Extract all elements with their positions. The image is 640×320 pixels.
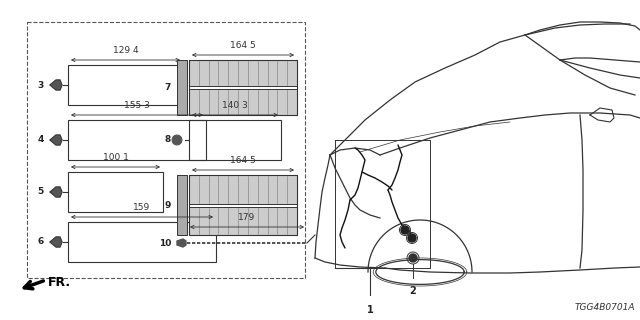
Text: 4: 4 — [38, 135, 44, 145]
Bar — [177, 175, 187, 235]
Circle shape — [409, 254, 417, 262]
Text: 155 3: 155 3 — [124, 101, 150, 110]
Text: 159: 159 — [133, 203, 150, 212]
Bar — [189, 60, 297, 86]
Text: 3: 3 — [38, 81, 44, 90]
Polygon shape — [50, 187, 62, 197]
Bar — [189, 175, 297, 204]
Text: 8: 8 — [164, 135, 171, 145]
Text: 179: 179 — [238, 213, 255, 222]
Bar — [68, 65, 183, 105]
Text: 6: 6 — [38, 237, 44, 246]
Text: TGG4B0701A: TGG4B0701A — [575, 303, 635, 312]
Text: 10: 10 — [159, 238, 171, 247]
Bar — [177, 60, 187, 115]
Text: 164 5: 164 5 — [230, 156, 256, 165]
Text: 129 4: 129 4 — [113, 46, 138, 55]
Polygon shape — [50, 135, 62, 145]
Text: 7: 7 — [164, 83, 171, 92]
Bar — [189, 60, 297, 115]
Circle shape — [401, 226, 409, 234]
Bar — [68, 120, 206, 160]
Bar — [68, 172, 163, 212]
Text: FR.: FR. — [48, 276, 71, 289]
Polygon shape — [177, 239, 186, 247]
Text: 100 1: 100 1 — [102, 153, 129, 162]
Bar — [189, 120, 281, 160]
Text: 164 5: 164 5 — [230, 41, 256, 50]
Circle shape — [408, 234, 416, 242]
Polygon shape — [50, 80, 62, 90]
Bar — [189, 89, 297, 115]
Circle shape — [173, 136, 181, 144]
Text: 9: 9 — [164, 201, 171, 210]
Text: 2: 2 — [410, 286, 417, 296]
Bar — [27, 22, 305, 278]
Text: 140 3: 140 3 — [222, 101, 248, 110]
Bar — [68, 222, 216, 262]
Bar — [189, 206, 297, 235]
Text: 1: 1 — [367, 305, 373, 315]
Polygon shape — [50, 237, 62, 247]
Bar — [189, 175, 297, 235]
Text: 5: 5 — [38, 188, 44, 196]
